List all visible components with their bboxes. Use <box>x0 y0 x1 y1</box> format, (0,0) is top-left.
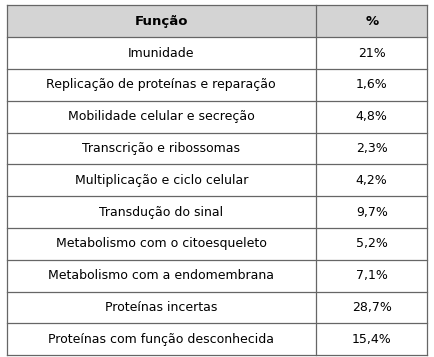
Bar <box>7 323 316 355</box>
Text: 21%: 21% <box>358 46 385 60</box>
Text: %: % <box>365 15 378 28</box>
Bar <box>316 37 427 69</box>
Text: 28,7%: 28,7% <box>352 301 391 314</box>
Text: 9,7%: 9,7% <box>356 206 388 218</box>
Bar <box>7 164 316 196</box>
Text: Função: Função <box>135 15 188 28</box>
Bar <box>316 101 427 132</box>
Text: 15,4%: 15,4% <box>352 333 391 346</box>
Bar <box>316 69 427 101</box>
Bar <box>7 69 316 101</box>
Bar <box>7 260 316 292</box>
Bar <box>7 101 316 132</box>
Text: Mobilidade celular e secreção: Mobilidade celular e secreção <box>68 110 255 123</box>
Bar <box>316 292 427 323</box>
Bar <box>7 132 316 164</box>
Bar <box>7 292 316 323</box>
Bar <box>316 5 427 37</box>
Bar <box>7 196 316 228</box>
Bar <box>316 323 427 355</box>
Text: Proteínas incertas: Proteínas incertas <box>105 301 217 314</box>
Bar <box>316 260 427 292</box>
Text: Transcrição e ribossomas: Transcrição e ribossomas <box>82 142 240 155</box>
Bar <box>7 37 316 69</box>
Text: 7,1%: 7,1% <box>356 269 388 282</box>
Bar <box>316 196 427 228</box>
Text: Transdução do sinal: Transdução do sinal <box>99 206 223 218</box>
Text: Proteínas com função desconhecida: Proteínas com função desconhecida <box>48 333 274 346</box>
Text: Multiplicação e ciclo celular: Multiplicação e ciclo celular <box>75 174 248 187</box>
Text: 4,8%: 4,8% <box>356 110 388 123</box>
Text: 2,3%: 2,3% <box>356 142 388 155</box>
Bar <box>316 132 427 164</box>
Text: Replicação de proteínas e reparação: Replicação de proteínas e reparação <box>46 79 276 91</box>
Text: Metabolismo com o citoesqueleto: Metabolismo com o citoesqueleto <box>56 237 266 250</box>
Bar <box>316 164 427 196</box>
Bar <box>7 228 316 260</box>
Text: Imunidade: Imunidade <box>128 46 194 60</box>
Text: 1,6%: 1,6% <box>356 79 388 91</box>
Text: 4,2%: 4,2% <box>356 174 388 187</box>
Bar <box>7 5 316 37</box>
Bar <box>316 228 427 260</box>
Text: 5,2%: 5,2% <box>356 237 388 250</box>
Text: Metabolismo com a endomembrana: Metabolismo com a endomembrana <box>48 269 274 282</box>
